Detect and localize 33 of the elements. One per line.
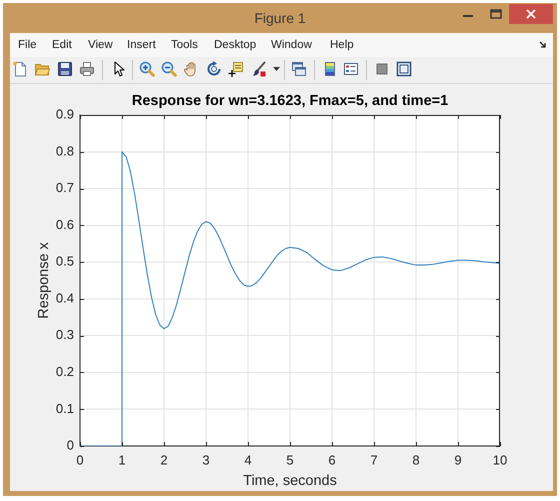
text: Help	[330, 38, 354, 52]
text: File	[18, 38, 37, 52]
y-tick-label: 0.7	[56, 180, 74, 196]
text: Tools	[171, 38, 198, 52]
text: Edit	[52, 38, 72, 52]
y-tick-label: 0.4	[56, 290, 74, 306]
x-tick-label: 8	[412, 452, 420, 468]
caption: Figure 1	[253, 10, 307, 26]
x-tick-label: 10	[492, 452, 508, 468]
y-axis-title: Response x	[36, 241, 52, 319]
x-tick-label: 6	[328, 452, 336, 468]
x-tick-label: 5	[286, 452, 294, 468]
y-tick-label: 0.6	[56, 216, 74, 232]
chart-title: Response for wn=3.1623, Fmax=5, and time=1	[132, 93, 448, 109]
y-tick-label: 0.1	[56, 400, 74, 416]
x-tick-label: 9	[454, 452, 462, 468]
y-tick-label: 0.5	[56, 254, 74, 269]
text: View	[88, 38, 113, 52]
y-tick-label: 0.8	[56, 143, 74, 158]
y-tick-label: 0.9	[56, 106, 74, 122]
x-tick-label: 0	[76, 452, 84, 468]
x-axis-title: Time, seconds	[243, 473, 337, 489]
x-tick-label: 2	[160, 452, 168, 468]
x-tick-label: 3	[202, 452, 210, 468]
y-tick-label: 0.3	[56, 327, 74, 342]
text: Window	[271, 38, 312, 52]
x-tick-label: 1	[118, 452, 126, 468]
y-tick-label: 0.2	[56, 364, 74, 380]
x-tick-label: 7	[370, 452, 378, 468]
text: Desktop	[214, 38, 256, 52]
x-tick-label: 4	[244, 452, 252, 468]
text: Insert	[127, 38, 156, 52]
y-tick-label: 0	[66, 438, 74, 453]
